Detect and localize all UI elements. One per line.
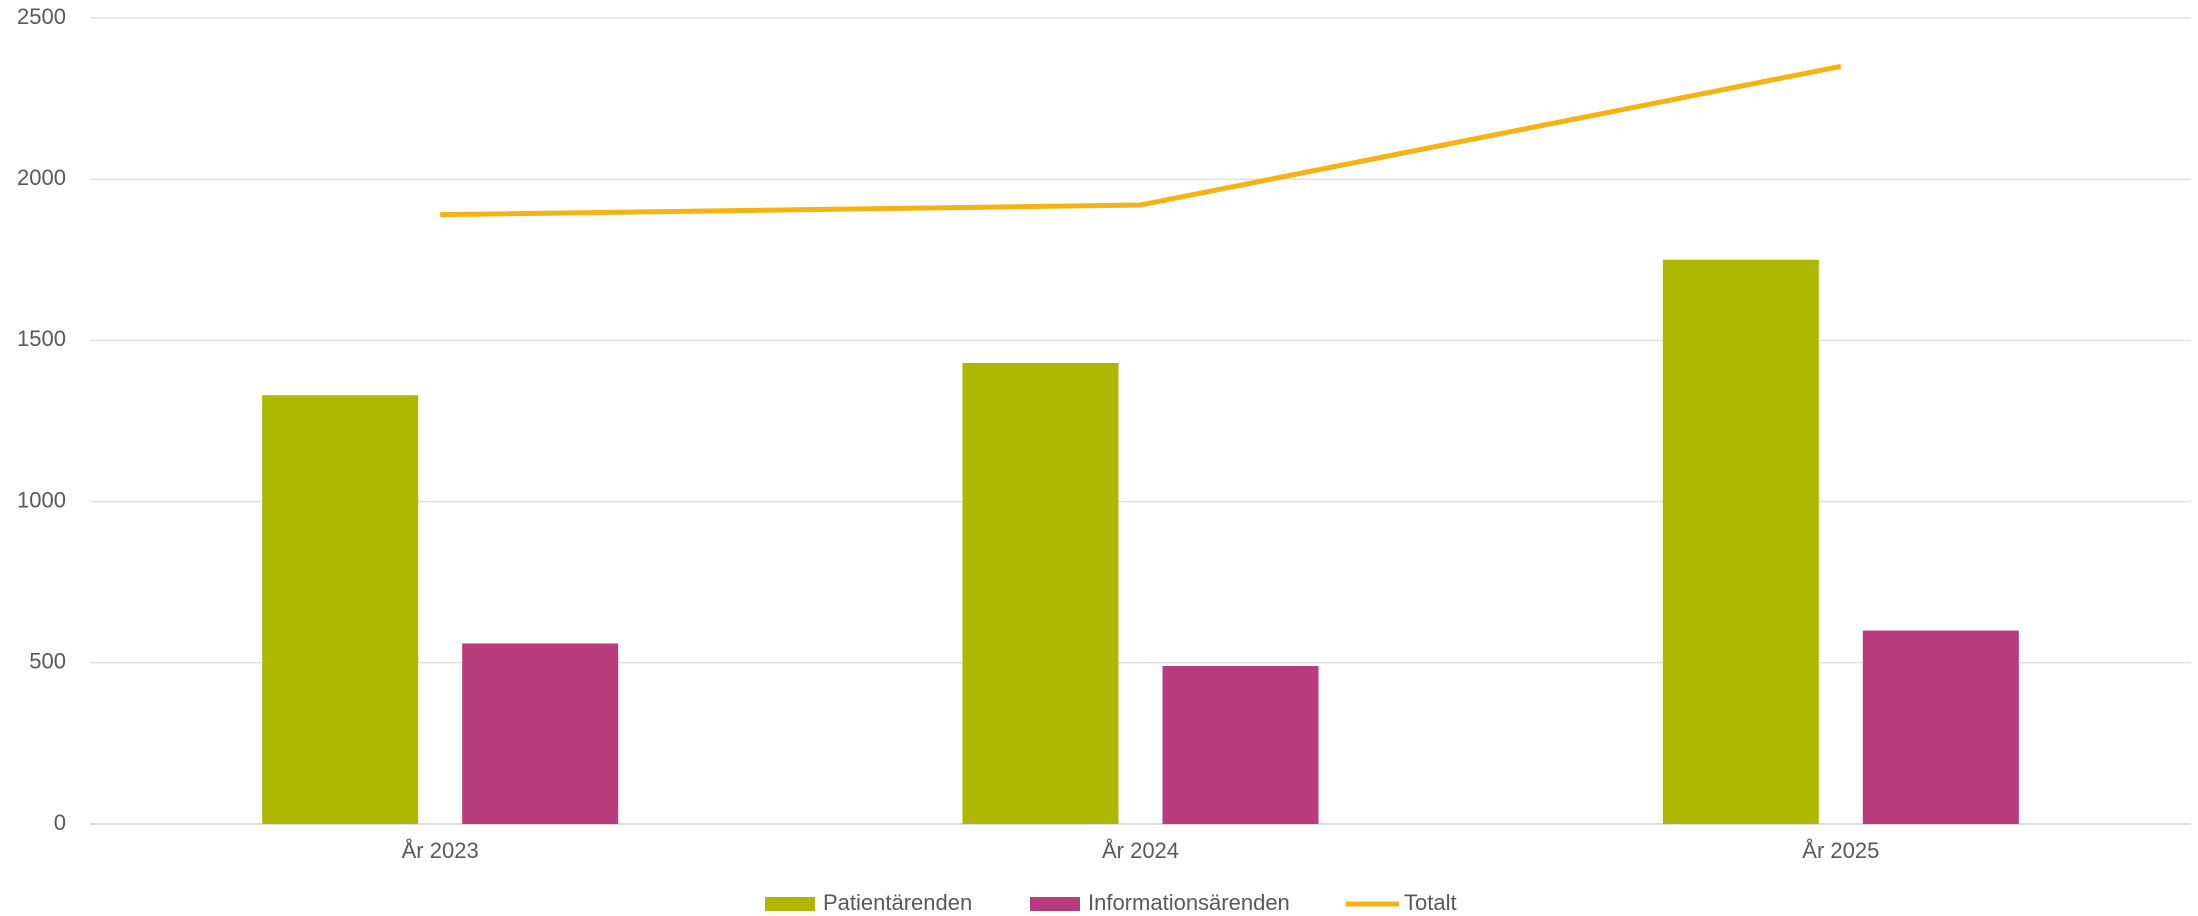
bar <box>462 643 619 824</box>
y-tick-label: 0 <box>54 810 66 835</box>
legend-label: Totalt <box>1404 890 1457 915</box>
bar <box>262 395 419 824</box>
legend-swatch <box>1030 897 1080 911</box>
bar <box>1862 630 2019 824</box>
bar <box>1662 259 1819 824</box>
bar <box>1162 666 1319 824</box>
y-tick-label: 2500 <box>17 4 66 29</box>
x-tick-label: År 2024 <box>1102 838 1179 863</box>
y-tick-label: 500 <box>29 649 66 674</box>
line <box>440 63 1842 218</box>
legend-label: Informationsärenden <box>1088 890 1290 915</box>
y-tick-label: 1500 <box>17 326 66 351</box>
legend-label: Patientärenden <box>823 890 972 915</box>
bar <box>962 362 1119 824</box>
y-tick-label: 1000 <box>17 487 66 512</box>
x-tick-label: År 2025 <box>1802 838 1879 863</box>
legend-swatch <box>765 897 815 911</box>
y-tick-label: 2000 <box>17 165 66 190</box>
x-tick-label: År 2023 <box>402 838 479 863</box>
